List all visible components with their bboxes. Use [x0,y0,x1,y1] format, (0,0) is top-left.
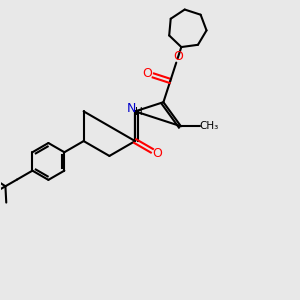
Text: O: O [143,67,153,80]
Text: H: H [135,107,143,117]
Text: CH₃: CH₃ [199,121,218,131]
Text: O: O [173,50,183,63]
Text: O: O [152,147,162,160]
Text: N: N [127,102,136,115]
